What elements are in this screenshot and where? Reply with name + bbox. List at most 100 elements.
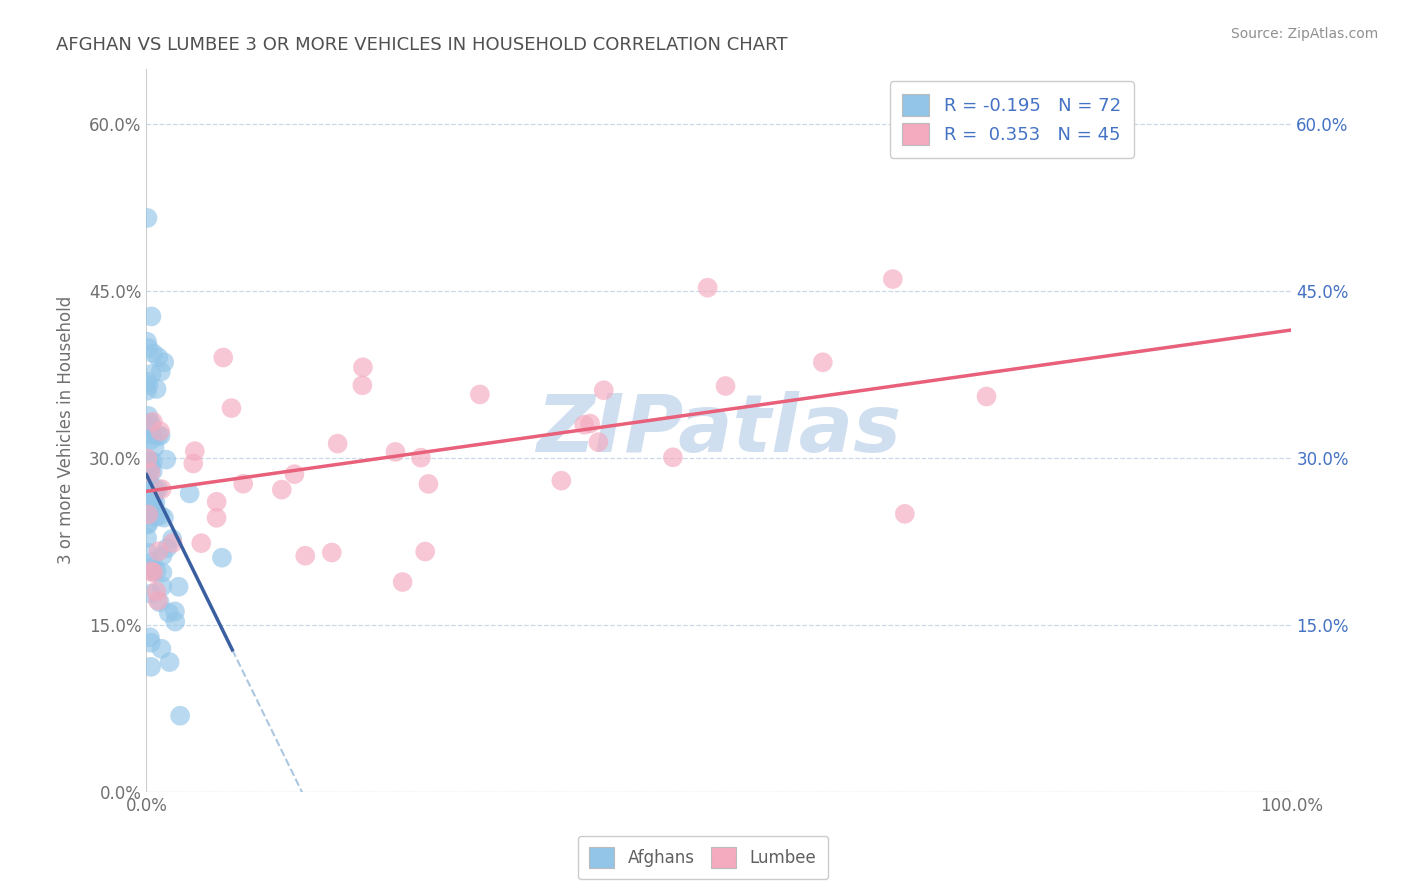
Point	[283, 467, 305, 482]
Point	[270, 483, 292, 497]
Point	[148, 482, 170, 496]
Point	[136, 516, 159, 531]
Point	[136, 451, 159, 466]
Point	[149, 508, 172, 523]
Point	[169, 708, 191, 723]
Point	[139, 494, 162, 508]
Point	[384, 445, 406, 459]
Point	[179, 486, 201, 500]
Point	[894, 507, 917, 521]
Point	[150, 566, 173, 580]
Point	[409, 450, 432, 465]
Point	[152, 549, 174, 563]
Point	[142, 493, 165, 508]
Point	[136, 454, 159, 468]
Point	[139, 462, 162, 476]
Point	[136, 375, 159, 389]
Point	[184, 444, 207, 458]
Point	[136, 506, 159, 520]
Point	[139, 636, 162, 650]
Text: Source: ZipAtlas.com: Source: ZipAtlas.com	[1230, 27, 1378, 41]
Point	[326, 436, 349, 450]
Point	[136, 531, 159, 545]
Point	[212, 351, 235, 365]
Point	[221, 401, 243, 416]
Point	[142, 464, 165, 478]
Point	[136, 211, 159, 225]
Point	[162, 536, 184, 550]
Point	[352, 378, 374, 392]
Point	[136, 474, 159, 488]
Point	[167, 580, 190, 594]
Point	[588, 435, 610, 450]
Point	[142, 555, 165, 569]
Point	[153, 355, 176, 369]
Point	[145, 495, 167, 509]
Point	[146, 593, 169, 607]
Point	[142, 346, 165, 360]
Point	[190, 536, 212, 550]
Point	[136, 508, 159, 522]
Point	[139, 475, 162, 490]
Point	[149, 595, 172, 609]
Point	[232, 476, 254, 491]
Point	[150, 641, 173, 656]
Point	[139, 433, 162, 447]
Point	[142, 427, 165, 442]
Point	[159, 655, 181, 669]
Point	[139, 564, 162, 578]
Point	[882, 272, 904, 286]
Point	[148, 350, 170, 364]
Point	[145, 483, 167, 498]
Point	[155, 452, 177, 467]
Point	[138, 421, 160, 435]
Point	[136, 517, 159, 532]
Point	[139, 453, 162, 467]
Point	[141, 367, 163, 381]
Text: AFGHAN VS LUMBEE 3 OR MORE VEHICLES IN HOUSEHOLD CORRELATION CHART: AFGHAN VS LUMBEE 3 OR MORE VEHICLES IN H…	[56, 36, 787, 54]
Point	[149, 428, 172, 442]
Point	[136, 384, 159, 398]
Point	[141, 499, 163, 513]
Point	[572, 417, 595, 432]
Point	[205, 511, 228, 525]
Point	[149, 365, 172, 379]
Point	[138, 378, 160, 392]
Point	[156, 541, 179, 555]
Point	[662, 450, 685, 465]
Point	[150, 482, 173, 496]
Point	[153, 510, 176, 524]
Point	[141, 310, 163, 324]
Point	[714, 379, 737, 393]
Point	[160, 532, 183, 546]
Point	[136, 546, 159, 560]
Point	[143, 510, 166, 524]
Y-axis label: 3 or more Vehicles in Household: 3 or more Vehicles in Household	[58, 296, 75, 565]
Text: ZIPatlas: ZIPatlas	[537, 391, 901, 469]
Point	[142, 455, 165, 469]
Point	[181, 457, 204, 471]
Point	[148, 544, 170, 558]
Point	[141, 561, 163, 575]
Point	[146, 428, 169, 442]
Point	[139, 416, 162, 430]
Point	[145, 382, 167, 396]
Point	[139, 466, 162, 480]
Point	[145, 564, 167, 578]
Point	[142, 564, 165, 578]
Point	[142, 489, 165, 503]
Point	[391, 574, 413, 589]
Point	[139, 587, 162, 601]
Point	[139, 660, 162, 674]
Point	[468, 387, 491, 401]
Point	[294, 549, 316, 563]
Point	[696, 280, 718, 294]
Point	[811, 355, 834, 369]
Point	[139, 483, 162, 498]
Point	[139, 426, 162, 441]
Point	[139, 630, 162, 644]
Point	[139, 458, 162, 473]
Point	[418, 477, 440, 491]
Point	[321, 545, 343, 559]
Point	[352, 360, 374, 375]
